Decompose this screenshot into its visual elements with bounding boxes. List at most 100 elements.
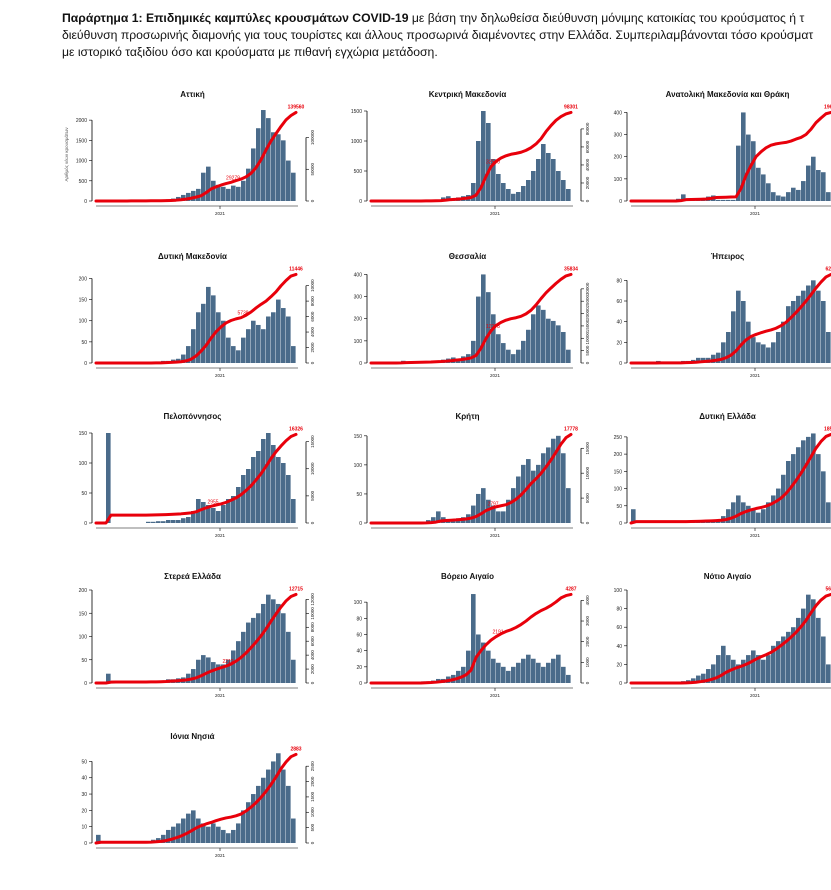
y-tick-label: 1000: [351, 139, 362, 145]
bar: [751, 141, 756, 201]
bar: [271, 599, 276, 683]
bar: [541, 667, 546, 683]
epicurve-chart: Νότιο Αιγαίο0204060801002021010002000300…: [595, 570, 831, 730]
y2-tick-label: 4000: [310, 327, 315, 338]
y2-tick-label: 5000: [585, 345, 590, 356]
bar: [741, 301, 746, 363]
bar: [231, 186, 236, 201]
y-tick-label: 200: [79, 276, 88, 282]
bar: [531, 314, 536, 363]
y-tick-label: 250: [614, 435, 623, 441]
bar: [771, 342, 776, 363]
cumulative-label: 2955: [207, 499, 218, 505]
y-tick-label: 500: [79, 179, 88, 185]
bar: [566, 189, 571, 201]
bar: [801, 181, 806, 201]
bar: [281, 770, 286, 843]
bar: [246, 329, 251, 363]
y2-tick-label: 25000: [585, 294, 590, 307]
y2-tick-label: 2000: [310, 776, 315, 787]
bar: [176, 520, 181, 523]
bar: [226, 338, 231, 363]
bar: [221, 830, 226, 843]
bar: [811, 157, 816, 201]
bar: [526, 180, 531, 201]
bar: [556, 325, 561, 363]
y2-tick-label: 15000: [585, 319, 590, 332]
bar: [796, 296, 801, 363]
y-tick-label: 0: [84, 681, 87, 687]
y-tick-label: 0: [619, 521, 622, 527]
bar: [506, 350, 511, 363]
bar: [531, 171, 536, 201]
bar: [206, 167, 211, 201]
y-tick-label: 100: [354, 600, 363, 606]
bar: [516, 350, 521, 363]
y2-tick-label: 2000: [310, 342, 315, 353]
bar: [746, 322, 751, 363]
y2-tick-label: 2000: [585, 636, 590, 647]
bar: [171, 520, 176, 523]
bar: [236, 350, 241, 363]
bar: [791, 301, 796, 363]
y-tick-label: 20: [356, 665, 362, 671]
bar: [241, 338, 246, 363]
y2-tick-label: 500: [310, 823, 315, 831]
bar: [241, 475, 246, 523]
bar: [521, 659, 526, 683]
bar: [816, 170, 821, 201]
intro-line3: με ιστορικό ταξιδίου όσο και κρούσματα μ…: [62, 44, 831, 61]
bar: [291, 499, 296, 523]
y-tick-label: 20: [616, 340, 622, 346]
bar: [716, 200, 721, 201]
y2-tick-label: 10000: [585, 466, 590, 479]
bar: [501, 667, 506, 683]
bar: [276, 753, 281, 843]
bar: [821, 471, 826, 523]
intro-line1: με βάση την δηλωθείσα διεύθυνση μόνιμης …: [409, 11, 805, 25]
final-total-label: 18514: [824, 426, 831, 432]
bar: [211, 295, 216, 363]
bar: [176, 823, 181, 843]
y-tick-label: 40: [81, 776, 87, 782]
bar: [261, 329, 266, 363]
bar: [166, 520, 171, 523]
y2-tick-label: 3000: [585, 616, 590, 627]
bar: [251, 321, 256, 363]
final-total-label: 19676: [824, 104, 831, 110]
y2-tick-label: 15000: [585, 442, 590, 455]
y2-tick-label: 50000: [310, 163, 315, 176]
bar: [281, 140, 286, 201]
y-tick-label: 100: [614, 177, 623, 183]
y-tick-label: 0: [359, 199, 362, 205]
y2-tick-label: 6000: [310, 636, 315, 647]
bar: [516, 663, 521, 683]
bar: [816, 618, 821, 683]
bar: [211, 662, 216, 683]
bar: [826, 332, 831, 363]
bar: [541, 144, 546, 201]
bar: [786, 192, 791, 201]
bar: [811, 433, 816, 523]
y2-tick-label: 6000: [310, 311, 315, 322]
bar: [471, 506, 476, 523]
bar: [291, 173, 296, 201]
x-tick-label: 2021: [215, 373, 226, 378]
bar: [771, 495, 776, 523]
bar: [821, 301, 826, 363]
y2-tick-label: 80000: [585, 122, 590, 135]
y-tick-label: 80: [616, 607, 622, 613]
bar: [526, 655, 531, 683]
bar: [481, 488, 486, 523]
bar: [471, 341, 476, 363]
final-total-label: 12715: [289, 586, 303, 592]
y-tick-label: 60: [356, 632, 362, 638]
y2-tick-label: 0: [310, 199, 315, 202]
y-tick-label: 1500: [76, 138, 87, 144]
y-tick-label: 50: [616, 504, 622, 510]
intro-heading: Παράρτημα 1: Επιδημικές καμπύλες κρουσμά…: [62, 11, 409, 25]
bar: [786, 306, 791, 363]
bar: [276, 457, 281, 523]
bar: [806, 595, 811, 683]
